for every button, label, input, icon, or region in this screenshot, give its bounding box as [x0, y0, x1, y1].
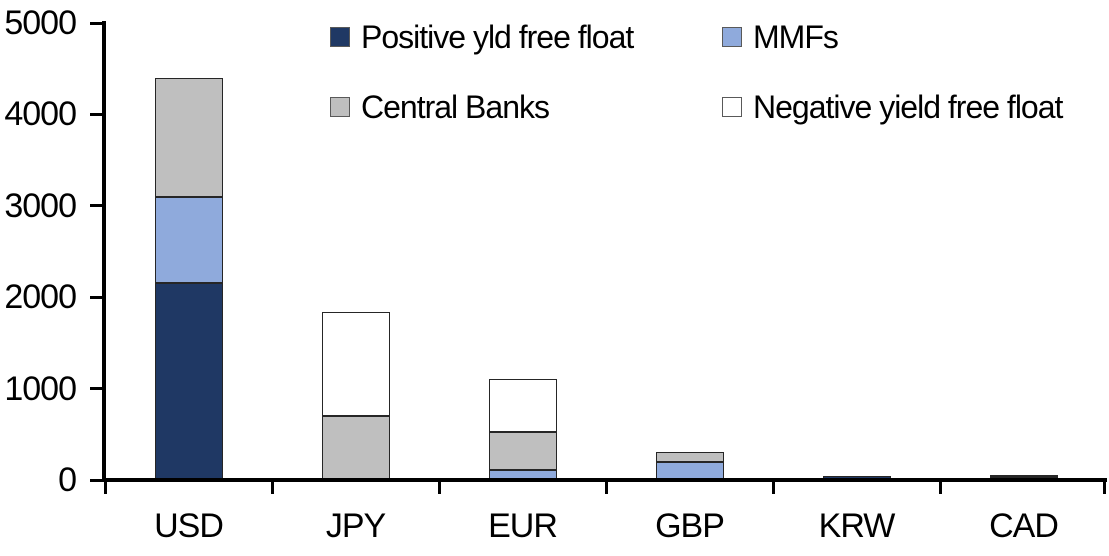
x-axis-line — [102, 478, 1107, 482]
y-tick-mark — [90, 112, 103, 116]
x-tick-mark — [270, 481, 274, 494]
legend-label-mmfs: MMFs — [753, 18, 839, 55]
x-category-label-usd: USD — [154, 507, 224, 545]
bar-segment-jpy-negative-yield-free-float — [321, 311, 390, 416]
legend-marker-mmfs-icon — [722, 27, 742, 47]
y-tick-mark — [90, 204, 103, 208]
legend-item-mmfs: MMFs — [722, 19, 839, 55]
x-tick-mark — [437, 481, 441, 494]
legend-item-central-banks: Central Banks — [330, 89, 550, 125]
x-tick-mark — [771, 481, 775, 494]
bar-segment-gbp-central-banks — [655, 451, 724, 462]
y-tick-label-5000: 5000 — [4, 4, 77, 42]
x-tick-mark — [103, 481, 107, 494]
x-tick-mark — [604, 481, 608, 494]
y-tick-label-2000: 2000 — [4, 278, 77, 317]
legend-item-negative-yield-free-float: Negative yield free float — [722, 89, 1063, 125]
bar-segment-usd-positive-yld-free-float — [154, 283, 223, 480]
bar-segment-cad-central-banks — [989, 474, 1058, 477]
x-category-label-krw: KRW — [818, 507, 896, 545]
y-axis-line — [102, 21, 106, 482]
y-tick-mark — [90, 387, 103, 391]
bar-segment-eur-central-banks — [488, 431, 557, 470]
legend-item-positive-yld-free-float: Positive yld free float — [330, 19, 634, 55]
bar-segment-jpy-central-banks — [321, 416, 390, 480]
y-tick-label-4000: 4000 — [4, 95, 77, 134]
x-category-label-jpy: JPY — [325, 507, 386, 545]
x-category-label-gbp: GBP — [655, 507, 725, 545]
legend-label-positive-yld-free-float: Positive yld free float — [361, 18, 634, 55]
x-category-label-eur: EUR — [488, 507, 558, 545]
x-category-label-cad: CAD — [989, 507, 1059, 545]
y-tick-mark — [90, 21, 103, 25]
legend-marker-positive-yld-free-float-icon — [330, 27, 350, 47]
legend-marker-negative-yield-free-float-icon — [722, 97, 742, 117]
x-tick-mark — [1102, 481, 1106, 494]
legend-label-negative-yield-free-float: Negative yield free float — [753, 88, 1063, 125]
y-tick-mark — [90, 295, 103, 299]
y-tick-label-3000: 3000 — [4, 186, 77, 225]
y-tick-mark — [90, 478, 103, 482]
y-tick-label-1000: 1000 — [4, 369, 77, 408]
bar-segment-usd-mmfs — [154, 196, 223, 284]
legend-marker-central-banks-icon — [330, 97, 350, 117]
legend-label-central-banks: Central Banks — [361, 88, 550, 125]
y-tick-label-0: 0 — [58, 461, 77, 499]
bar-segment-eur-negative-yield-free-float — [488, 379, 557, 432]
x-tick-mark — [938, 481, 942, 494]
bar-segment-usd-central-banks — [154, 77, 223, 197]
